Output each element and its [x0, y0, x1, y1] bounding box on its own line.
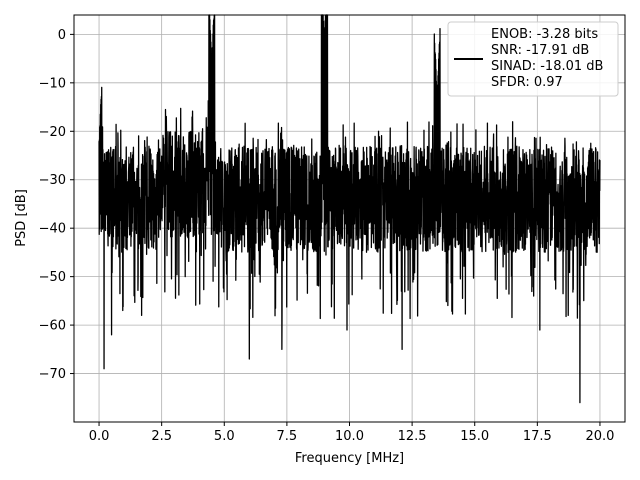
y-axis-ticks: 0 −10 −20 −30 −40 −50 −60 −70	[39, 28, 74, 382]
y-tick-label: 0	[58, 28, 66, 43]
y-tick-label: −10	[39, 76, 66, 91]
x-tick-label: 2.5	[151, 429, 172, 444]
x-tick-label: 17.5	[523, 429, 552, 444]
x-tick-label: 5.0	[214, 429, 235, 444]
legend-box	[447, 21, 619, 97]
legend-entry-sfdr: SFDR: 0.97	[491, 75, 563, 90]
legend: ENOB: -3.28 bits SNR: -17.91 dB SINAD: -…	[447, 21, 619, 97]
y-tick-label: −30	[39, 173, 66, 188]
y-tick-label: −70	[39, 367, 66, 382]
x-axis-label: Frequency [MHz]	[295, 451, 404, 466]
y-axis-label: PSD [dB]	[14, 189, 29, 247]
legend-entry-snr: SNR: -17.91 dB	[491, 43, 589, 58]
x-tick-label: 0.0	[89, 429, 110, 444]
psd-series-line	[98, 14, 601, 404]
x-tick-label: 10.0	[335, 429, 364, 444]
x-axis-ticks: 0.0 2.5 5.0 7.5 10.0 12.5 15.0 17.5 20.0	[89, 422, 614, 444]
y-tick-label: −40	[39, 222, 66, 237]
x-tick-label: 20.0	[585, 429, 614, 444]
series-layer	[98, 14, 601, 404]
y-tick-label: −60	[39, 319, 66, 334]
x-tick-label: 15.0	[460, 429, 489, 444]
y-tick-label: −50	[39, 270, 66, 285]
legend-entry-sinad: SINAD: -18.01 dB	[491, 59, 603, 74]
legend-entry-enob: ENOB: -3.28 bits	[491, 27, 598, 42]
x-tick-label: 12.5	[398, 429, 427, 444]
y-tick-label: −20	[39, 125, 66, 140]
x-tick-label: 7.5	[277, 429, 298, 444]
